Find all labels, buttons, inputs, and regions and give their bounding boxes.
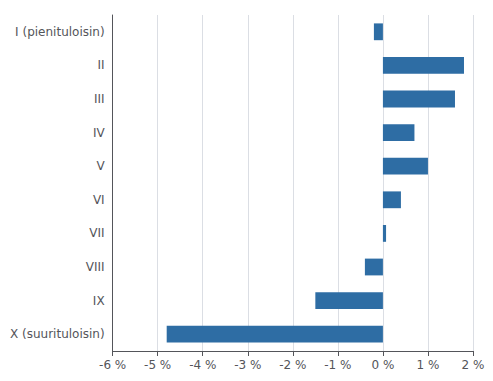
svg-text:III: III [94,92,105,106]
svg-text:VIII: VIII [86,260,105,274]
svg-text:V: V [96,159,105,173]
svg-text:-4 %: -4 % [189,358,216,372]
svg-text:IX: IX [93,294,105,308]
svg-text:0 %: 0 % [371,358,394,372]
svg-text:II: II [98,58,105,72]
svg-text:VII: VII [89,226,104,240]
svg-text:2 %: 2 % [462,358,485,372]
svg-text:-1 %: -1 % [324,358,351,372]
svg-text:-5 %: -5 % [144,358,171,372]
svg-text:-2 %: -2 % [279,358,306,372]
svg-text:I (pienituloisin): I (pienituloisin) [15,25,105,39]
svg-text:1 %: 1 % [417,358,440,372]
svg-text:-6 %: -6 % [99,358,126,372]
svg-text:X (suurituloisin): X (suurituloisin) [10,327,105,341]
svg-text:VI: VI [93,193,105,207]
svg-text:IV: IV [93,126,106,140]
svg-text:-3 %: -3 % [234,358,261,372]
